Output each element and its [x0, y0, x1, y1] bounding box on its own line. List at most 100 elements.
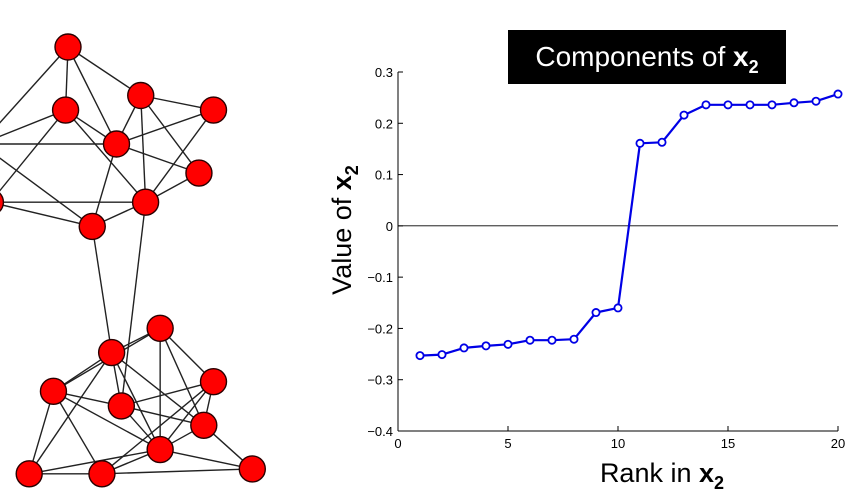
y-tick-label: 0 — [386, 219, 393, 234]
series-line — [419, 93, 839, 357]
x-tick-label: 10 — [611, 436, 625, 451]
x-axis-title-main: Rank in — [600, 458, 699, 488]
data-point — [547, 335, 557, 345]
data-point — [459, 343, 469, 353]
graph-edge — [140, 95, 200, 174]
y-tick-label: 0.2 — [375, 116, 393, 131]
data-point — [723, 100, 733, 110]
data-point — [481, 341, 491, 351]
graph-edge — [28, 352, 113, 475]
x-tick-label: 0 — [394, 436, 401, 451]
graph-edge — [111, 352, 161, 450]
graph-edge — [0, 109, 66, 138]
graph-edge — [120, 202, 147, 406]
graph-node — [146, 435, 174, 464]
data-point — [415, 351, 425, 361]
graph-edge — [101, 381, 214, 475]
graph-edge — [101, 468, 253, 475]
x-axis-title-bold: x — [699, 458, 714, 488]
graph-edge — [67, 46, 142, 97]
data-point — [503, 339, 513, 349]
chart-title-sub: 2 — [749, 57, 759, 77]
graph-edge — [121, 405, 204, 426]
graph-edge — [159, 328, 205, 426]
graph-edge — [116, 143, 200, 174]
graph-edge — [29, 448, 161, 475]
graph-nodes — [0, 33, 267, 488]
graph-node — [54, 33, 82, 61]
x-tick-label: 5 — [504, 436, 511, 451]
y-tick-label: 0.3 — [375, 65, 393, 80]
chart-axes — [397, 72, 838, 432]
graph-node — [78, 212, 106, 241]
data-point — [789, 98, 799, 108]
data-point — [657, 137, 667, 147]
graph-node — [190, 411, 218, 439]
y-axis-title-sub: 2 — [342, 165, 362, 175]
graph-node — [185, 159, 213, 187]
graph-edge — [121, 380, 214, 407]
chart-ticks: 0.30.20.10−0.1−0.2−0.3−0.40 5 10 15 20 — [367, 65, 845, 451]
chart-title-bold: x — [733, 41, 749, 72]
data-point — [811, 96, 821, 106]
graph-node — [199, 367, 228, 396]
graph-edge — [140, 95, 147, 203]
graph-edge — [0, 157, 93, 228]
graph-node — [131, 188, 160, 216]
data-point — [569, 334, 579, 344]
graph-edge — [52, 390, 103, 475]
data-point — [591, 308, 601, 318]
y-tick-label: −0.1 — [367, 270, 393, 285]
data-point — [745, 100, 755, 110]
graph-edge — [0, 109, 67, 192]
data-point — [437, 350, 447, 360]
graph-edge — [67, 46, 118, 145]
graph-edge — [53, 390, 161, 451]
y-tick-label: 0.1 — [375, 168, 393, 183]
y-axis-title-bold: x — [327, 175, 357, 190]
graph-node — [238, 455, 267, 483]
graph-edge — [145, 109, 215, 203]
chart-series — [415, 89, 843, 361]
graph-edge — [0, 203, 93, 228]
graph-edge — [91, 226, 113, 353]
data-point — [525, 335, 535, 345]
graph-edge — [0, 46, 69, 124]
graph-node — [146, 314, 174, 342]
graph-node — [107, 392, 136, 420]
graph-node — [88, 460, 116, 488]
data-point — [635, 138, 645, 148]
network-graph — [0, 33, 267, 488]
graph-node — [51, 96, 80, 124]
y-tick-label: −0.4 — [367, 424, 393, 439]
graph-edge — [160, 448, 253, 470]
y-tick-label: −0.3 — [367, 373, 393, 388]
graph-node — [97, 338, 126, 367]
graph-edge — [65, 109, 147, 203]
data-point — [613, 303, 623, 313]
x-axis-title-sub: 2 — [714, 473, 724, 493]
data-point — [679, 110, 689, 120]
graph-node — [199, 96, 228, 124]
graph-edge — [28, 391, 55, 474]
x-axis-title: Rank in x2 — [600, 458, 724, 493]
chart-title-main: Components of — [535, 41, 733, 72]
chart-title: Components of x2 — [535, 41, 758, 77]
data-point — [833, 89, 843, 99]
data-point — [701, 100, 711, 110]
y-axis-title-main: Value of — [327, 190, 357, 295]
data-point — [767, 100, 777, 110]
graph-edge — [116, 109, 214, 145]
graph-node — [127, 81, 155, 110]
graph-node — [102, 130, 131, 158]
x-tick-label: 20 — [831, 436, 845, 451]
graph-node — [0, 192, 5, 212]
x-tick-label: 15 — [721, 436, 735, 451]
graph-edge — [159, 381, 215, 450]
chart-title-box — [508, 30, 786, 84]
y-tick-label: −0.2 — [367, 321, 393, 336]
y-axis-title: Value of x2 — [327, 165, 362, 295]
graph-node — [39, 377, 68, 406]
